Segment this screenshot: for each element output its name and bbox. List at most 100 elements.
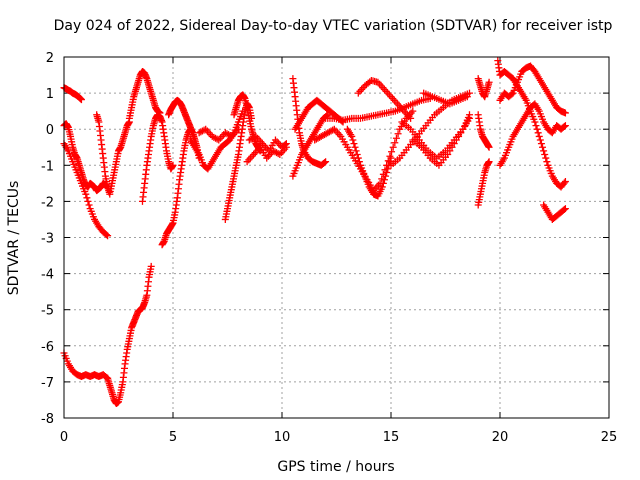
x-axis-label: GPS time / hours: [277, 459, 394, 475]
data-point: [388, 148, 396, 156]
data-point: [353, 150, 361, 158]
data-point: [274, 150, 282, 158]
data-point: [213, 135, 221, 143]
data-point: [349, 136, 357, 144]
data-point: [533, 125, 541, 133]
data-point: [379, 179, 387, 187]
data-point: [382, 172, 390, 180]
series-track-ab: [474, 158, 493, 209]
data-point: [459, 125, 467, 133]
data-point: [532, 122, 540, 130]
x-tick-label: 5: [169, 430, 177, 445]
series-track-ah: [540, 201, 569, 223]
data-point: [561, 122, 569, 130]
y-tick-label: -5: [41, 304, 54, 319]
series-track-y: [398, 114, 473, 162]
data-point: [226, 132, 234, 140]
series-track-w: [354, 76, 415, 122]
grid-lines: [64, 57, 609, 418]
data-point: [465, 89, 473, 97]
data-point: [542, 154, 550, 162]
data-point: [534, 129, 542, 137]
data-point: [282, 143, 290, 151]
series-track-m: [230, 91, 264, 155]
series-track-s: [291, 96, 347, 133]
data-point: [485, 78, 493, 86]
data-point: [452, 136, 460, 144]
data-point: [85, 201, 93, 209]
data-point: [321, 159, 329, 167]
y-tick-label: -7: [41, 376, 54, 391]
y-tick-label: -4: [41, 268, 54, 283]
data-point: [234, 125, 242, 133]
data-points: [60, 57, 569, 408]
series-track-b: [60, 349, 112, 382]
series-track-u: [322, 95, 434, 124]
data-point: [355, 158, 363, 166]
data-point: [457, 129, 465, 137]
data-point: [104, 232, 112, 240]
data-point: [541, 150, 549, 158]
series-track-p: [195, 125, 242, 144]
data-point: [537, 140, 545, 148]
series-track-af: [496, 62, 569, 117]
data-point: [250, 133, 258, 141]
data-point: [508, 90, 516, 98]
series-track-c: [104, 262, 155, 408]
data-point: [84, 197, 92, 205]
data-point: [531, 118, 539, 126]
x-tick-label: 20: [492, 430, 509, 445]
data-point: [485, 143, 493, 151]
data-point: [147, 262, 155, 270]
series-track-n: [245, 132, 290, 155]
data-point: [350, 140, 358, 148]
data-point: [391, 139, 399, 147]
data-point: [536, 136, 544, 144]
x-tick-label: 15: [383, 430, 400, 445]
data-point: [322, 158, 330, 166]
x-tick-label: 25: [601, 430, 618, 445]
y-tick-label: -2: [41, 195, 54, 210]
series-track-r: [289, 111, 332, 180]
data-point: [446, 147, 454, 155]
data-point: [83, 194, 91, 202]
data-point: [82, 190, 90, 198]
series-track-e: [60, 140, 112, 240]
data-point: [103, 231, 111, 239]
data-point: [387, 154, 395, 162]
series-track-z: [409, 111, 473, 169]
plot-frame: [63, 56, 610, 419]
data-point: [394, 130, 402, 138]
data-point: [539, 143, 547, 151]
data-point: [560, 122, 568, 130]
data-point: [543, 158, 551, 166]
y-tick-label: -3: [41, 232, 54, 247]
data-point: [384, 165, 392, 173]
chart-title: Day 024 of 2022, Sidereal Day-to-day VTE…: [54, 18, 613, 34]
series-track-aa: [420, 89, 471, 108]
series-track-ag: [496, 100, 569, 169]
data-point: [561, 109, 569, 117]
data-point: [77, 96, 85, 104]
data-point: [389, 143, 397, 151]
y-tick-label: -6: [41, 340, 54, 355]
data-point: [465, 111, 473, 119]
data-point: [329, 126, 337, 134]
data-point: [444, 150, 452, 158]
data-point: [354, 154, 362, 162]
data-point: [561, 205, 569, 213]
data-point: [378, 183, 386, 191]
series-track-v: [343, 125, 395, 200]
data-point: [407, 114, 415, 122]
series-track-o: [243, 143, 290, 166]
data-point: [169, 161, 177, 169]
x-tick-label: 10: [274, 430, 291, 445]
series-track-ac: [474, 111, 493, 151]
data-point: [352, 147, 360, 155]
data-point: [348, 132, 356, 140]
data-point: [383, 169, 391, 177]
y-axis-label: SDTVAR / TECUs: [6, 181, 22, 296]
data-point: [409, 107, 417, 115]
data-point: [560, 179, 568, 187]
